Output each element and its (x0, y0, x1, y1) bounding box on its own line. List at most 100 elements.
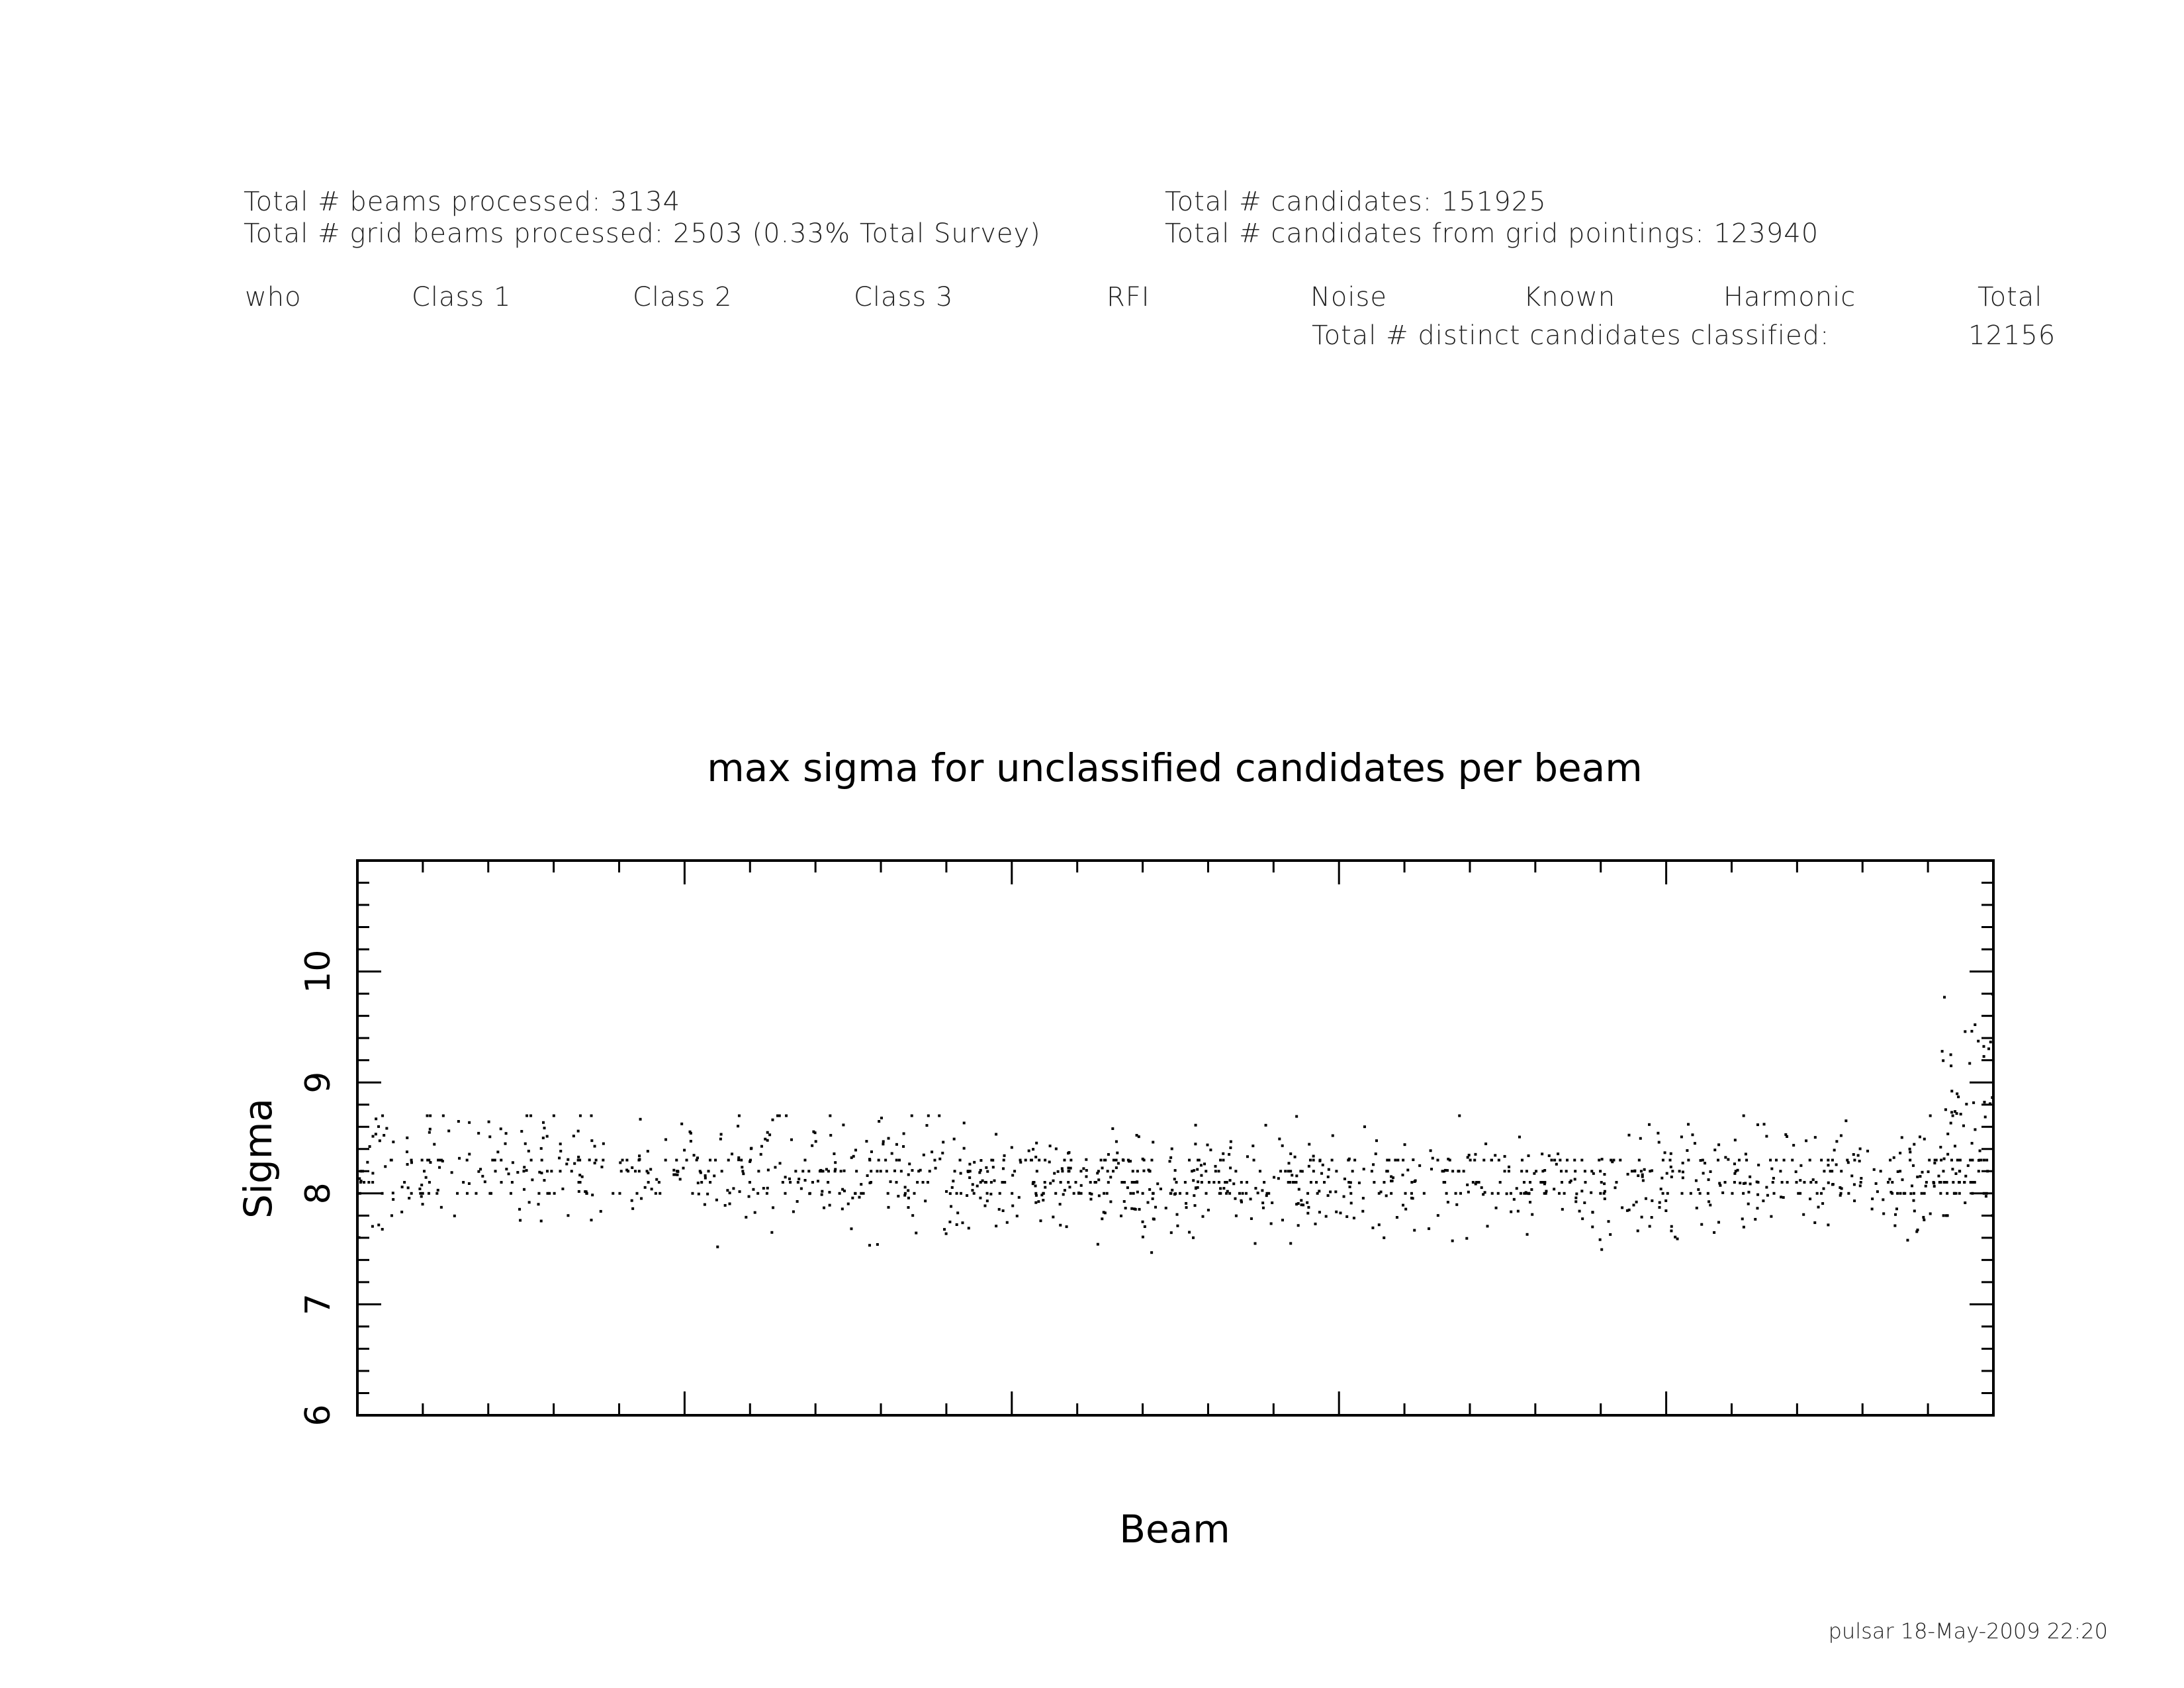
data-point (1543, 1181, 1547, 1184)
data-point (1042, 1192, 1045, 1195)
data-point (1813, 1221, 1817, 1225)
data-point (1811, 1178, 1815, 1182)
data-point (619, 1161, 622, 1164)
data-point (1717, 1221, 1720, 1224)
data-point (706, 1192, 709, 1196)
data-point (1054, 1192, 1058, 1195)
data-point (1085, 1169, 1088, 1172)
data-point (1721, 1191, 1725, 1194)
data-point (692, 1154, 696, 1157)
data-point (728, 1192, 731, 1195)
data-point (1913, 1143, 1916, 1146)
data-point (1030, 1158, 1033, 1162)
data-point (1040, 1194, 1044, 1197)
data-point (1269, 1222, 1273, 1225)
data-point (1079, 1170, 1083, 1173)
data-point (1054, 1147, 1058, 1150)
data-point (1103, 1158, 1106, 1162)
data-point (1635, 1200, 1638, 1203)
data-point (567, 1158, 570, 1161)
data-point (1194, 1123, 1197, 1127)
data-point (1052, 1215, 1055, 1219)
data-point (715, 1198, 718, 1201)
data-point (1320, 1172, 1324, 1175)
data-point (1509, 1192, 1512, 1195)
data-point (753, 1211, 756, 1214)
data-point (1196, 1168, 1199, 1171)
data-point (428, 1181, 431, 1184)
data-point (978, 1171, 981, 1174)
data-point (1503, 1154, 1506, 1158)
data-point (570, 1170, 573, 1173)
data-point (1379, 1190, 1383, 1194)
data-point (1471, 1181, 1475, 1184)
data-point (1966, 1164, 1970, 1167)
data-point (704, 1176, 707, 1180)
data-point (989, 1192, 993, 1196)
data-point (1971, 1192, 1974, 1195)
data-point (1306, 1201, 1309, 1204)
data-point (958, 1158, 962, 1162)
data-point (1312, 1154, 1315, 1158)
data-point (518, 1207, 522, 1211)
data-point (1156, 1182, 1160, 1186)
data-point (1742, 1192, 1745, 1195)
data-point (695, 1158, 698, 1162)
data-point (1494, 1154, 1497, 1157)
data-point (1297, 1202, 1300, 1205)
data-point (359, 1180, 363, 1183)
data-point (1695, 1206, 1698, 1209)
data-point (1318, 1211, 1321, 1214)
data-point (792, 1210, 795, 1213)
data-point (1737, 1158, 1741, 1162)
data-point (1122, 1199, 1126, 1203)
data-point (481, 1174, 484, 1178)
data-point (741, 1170, 745, 1173)
data-point (527, 1149, 530, 1152)
data-point (1899, 1192, 1902, 1195)
data-point (1694, 1179, 1698, 1182)
data-point (1011, 1192, 1014, 1195)
data-point (420, 1184, 424, 1187)
data-point (438, 1158, 441, 1162)
data-point (631, 1207, 635, 1210)
data-point (1794, 1170, 1797, 1174)
data-point (612, 1192, 615, 1195)
data-point (1648, 1123, 1651, 1126)
data-point (1858, 1159, 1861, 1162)
data-point (1813, 1136, 1817, 1139)
data-point (771, 1118, 774, 1121)
y-tick-label: 10 (298, 950, 338, 994)
data-point (1970, 1029, 1974, 1033)
data-point (1829, 1170, 1832, 1173)
data-point (1353, 1158, 1357, 1162)
data-point (1436, 1214, 1439, 1217)
data-point (509, 1192, 512, 1195)
data-point (1923, 1218, 1926, 1221)
data-point (1185, 1192, 1189, 1195)
data-point (1217, 1170, 1220, 1173)
data-point (1968, 1062, 1972, 1065)
data-point (1159, 1188, 1162, 1191)
data-point (1707, 1178, 1710, 1182)
data-point (1827, 1223, 1830, 1227)
data-point (1717, 1158, 1720, 1162)
data-point (1895, 1207, 1898, 1211)
data-point (590, 1114, 593, 1117)
data-point (1120, 1181, 1124, 1184)
data-point (1141, 1192, 1144, 1195)
data-point (689, 1131, 692, 1135)
data-point (1459, 1192, 1463, 1195)
data-point (1607, 1220, 1610, 1223)
data-point (1107, 1181, 1110, 1184)
data-point (1406, 1168, 1410, 1172)
data-point (1991, 1214, 1994, 1217)
data-point (1924, 1184, 1927, 1188)
data-point (1315, 1181, 1318, 1184)
data-point (990, 1158, 993, 1162)
data-point (1498, 1181, 1502, 1184)
data-point (913, 1192, 916, 1195)
data-point (559, 1170, 562, 1173)
data-point (567, 1214, 570, 1217)
